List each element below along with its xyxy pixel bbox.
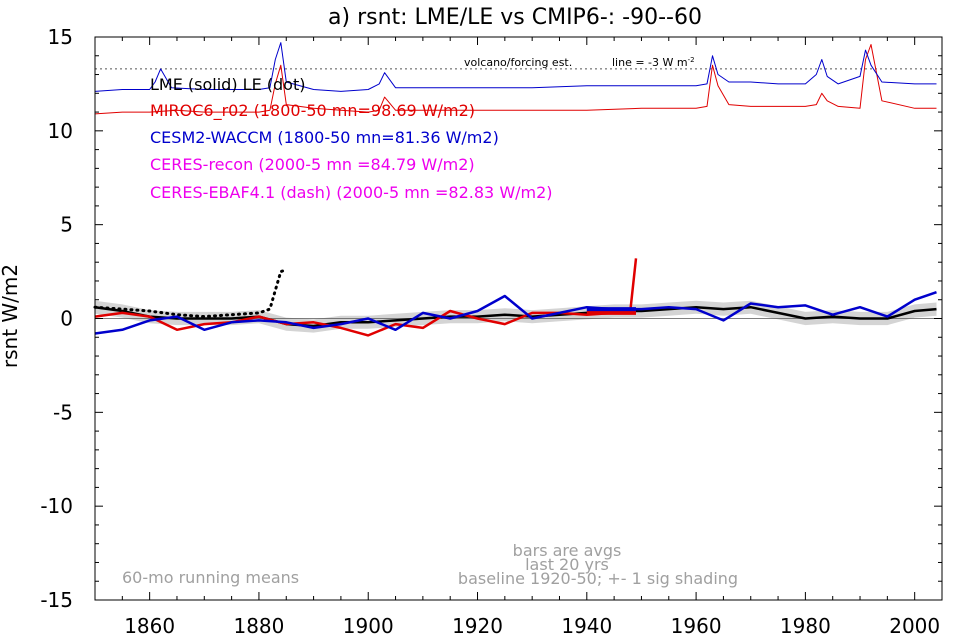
x-tick-label: 1980	[780, 614, 831, 638]
volcano-annotation: volcano/forcing est.	[464, 56, 572, 69]
y-tick-label: 5	[60, 213, 73, 237]
y-tick-labels: 15 10 5 0 -5 -10 -15	[40, 25, 73, 612]
y-tick-label: 10	[48, 119, 73, 143]
x-tick-label: 1880	[233, 614, 284, 638]
series-layer	[93, 42, 937, 337]
legend-entry: CERES-EBAF4.1 (dash) (2000-5 mn =82.83 W…	[150, 183, 553, 202]
avg-bars-layer	[586, 307, 636, 315]
series-line-0	[94, 305, 937, 328]
legend-entry: CERES-recon (2000-5 mn =84.79 W/m2)	[150, 155, 475, 174]
legend: LME (solid) LE (dot) MIROC6_r02 (1800-50 …	[150, 75, 553, 202]
legend-entry: CESM2-WACCM (1800-50 mn=81.36 W/m2)	[150, 128, 499, 147]
y-axis-label: rsnt W/m2	[0, 264, 22, 368]
y-tick-label: 0	[60, 307, 73, 331]
x-tick-label: 2000	[889, 614, 940, 638]
series-line-3	[94, 291, 937, 335]
x-tick-labels: 1860 1880 1900 1920 1940 1960 1980 2000	[124, 614, 940, 638]
legend-entry: MIROC6_r02 (1800-50 mn=98.69 W/m2)	[150, 101, 475, 121]
line-annotation-sup: -2	[688, 56, 695, 64]
y-tick-label: -5	[53, 400, 73, 424]
x-tick-label: 1920	[452, 614, 503, 638]
series-line-5	[94, 42, 937, 92]
line-annotation: line = -3 W m-2	[612, 56, 695, 69]
bars-note-line2: last 20 yrs	[525, 555, 609, 574]
line-annotation-text: line = -3 W m	[612, 56, 688, 69]
x-tick-label: 1960	[671, 614, 722, 638]
series-line-4	[94, 44, 937, 115]
legend-entry: LME (solid) LE (dot)	[150, 75, 305, 94]
y-tick-label: -15	[40, 588, 73, 612]
series-line-1	[93, 268, 288, 319]
x-tick-label: 1900	[343, 614, 394, 638]
axis-ticks	[94, 36, 943, 601]
running-means-note: 60-mo running means	[122, 568, 299, 587]
baseline-note: baseline 1920-50; +- 1 sig shading	[458, 569, 738, 588]
bars-note-line1: bars are avgs	[513, 541, 622, 560]
y-tick-label: 15	[48, 25, 73, 49]
chart-title: a) rsnt: LME/LE vs CMIP6-: -90--60	[328, 5, 702, 30]
x-tick-label: 1860	[124, 614, 175, 638]
series-line-2	[94, 258, 638, 337]
x-tick-label: 1940	[561, 614, 612, 638]
y-tick-label: -10	[40, 494, 73, 518]
